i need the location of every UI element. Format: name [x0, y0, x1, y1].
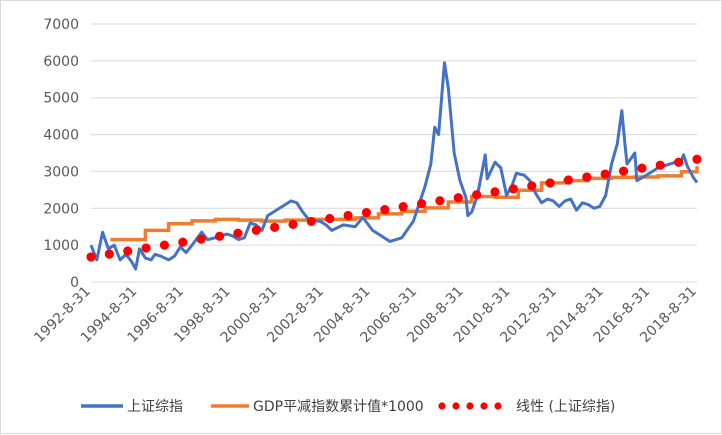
- trend-point: [435, 196, 445, 206]
- legend-label: 上证综指: [127, 399, 183, 415]
- trend-point: [233, 228, 243, 238]
- trend-point: [527, 181, 537, 191]
- y-tick-label: 5000: [43, 91, 79, 107]
- trend-point: [674, 157, 684, 167]
- trend-point: [343, 210, 353, 221]
- trend-point: [563, 175, 574, 185]
- y-tick-label: 0: [70, 275, 79, 291]
- y-tick-label: 6000: [43, 54, 79, 70]
- y-tick-label: 4000: [43, 128, 79, 144]
- legend-label: 线性 (上证综指): [516, 399, 615, 415]
- trend-point: [104, 249, 114, 259]
- trend-point: [637, 163, 647, 173]
- trend-point: [306, 216, 316, 227]
- x-axis-tick-labels: 1992-8-311994-8-311996-8-311998-8-312000…: [31, 284, 700, 347]
- trend-point: [655, 160, 665, 170]
- legend-trend-swatch: [466, 402, 474, 410]
- trend-point: [453, 193, 463, 203]
- legend-trend-swatch: [480, 402, 488, 410]
- trend-point: [490, 187, 500, 197]
- trend-point: [398, 202, 408, 212]
- legend: 上证综指 GDP平减指数累计值*1000 线性 (上证综指): [81, 399, 615, 415]
- legend-item: 上证综指: [81, 399, 183, 415]
- trend-point: [251, 225, 261, 235]
- y-tick-label: 2000: [43, 201, 79, 217]
- y-tick-label: 1000: [43, 238, 79, 254]
- legend-trend-swatch: [438, 402, 446, 410]
- y-tick-label: 3000: [43, 164, 79, 180]
- trend-point: [159, 240, 170, 250]
- trend-point: [178, 237, 188, 247]
- trend-point: [214, 231, 225, 241]
- trend-point: [692, 154, 702, 164]
- legend-trend-swatch: [452, 402, 460, 410]
- series-layer: [86, 61, 702, 271]
- legend-label: GDP平减指数累计值*1000: [253, 399, 424, 415]
- trend-point: [361, 207, 372, 218]
- trend-point: [545, 178, 555, 188]
- trend-point: [325, 213, 335, 224]
- trend-point: [472, 190, 482, 200]
- shanghai-composite-series: [89, 61, 699, 271]
- trend-point: [123, 246, 133, 256]
- trend-point: [508, 184, 518, 194]
- trend-point: [270, 222, 280, 232]
- y-axis-tick-labels: 0 1000 2000 3000 4000 5000 6000 7000: [43, 17, 79, 291]
- y-tick-label: 7000: [43, 17, 79, 33]
- trend-point: [618, 166, 629, 176]
- trend-point: [416, 199, 427, 209]
- trend-point: [582, 172, 592, 182]
- trend-point: [380, 204, 390, 215]
- trend-point: [141, 243, 151, 253]
- trend-point: [196, 234, 206, 244]
- trend-point: [600, 169, 610, 179]
- trend-point: [288, 219, 298, 229]
- legend-item: GDP平减指数累计值*1000: [211, 399, 424, 415]
- legend-trend-swatch: [494, 402, 502, 410]
- linear-trend-series: [86, 154, 702, 262]
- legend-item: 线性 (上证综指): [438, 399, 615, 415]
- gdp-deflator-series: [110, 166, 699, 242]
- trend-point: [86, 252, 96, 262]
